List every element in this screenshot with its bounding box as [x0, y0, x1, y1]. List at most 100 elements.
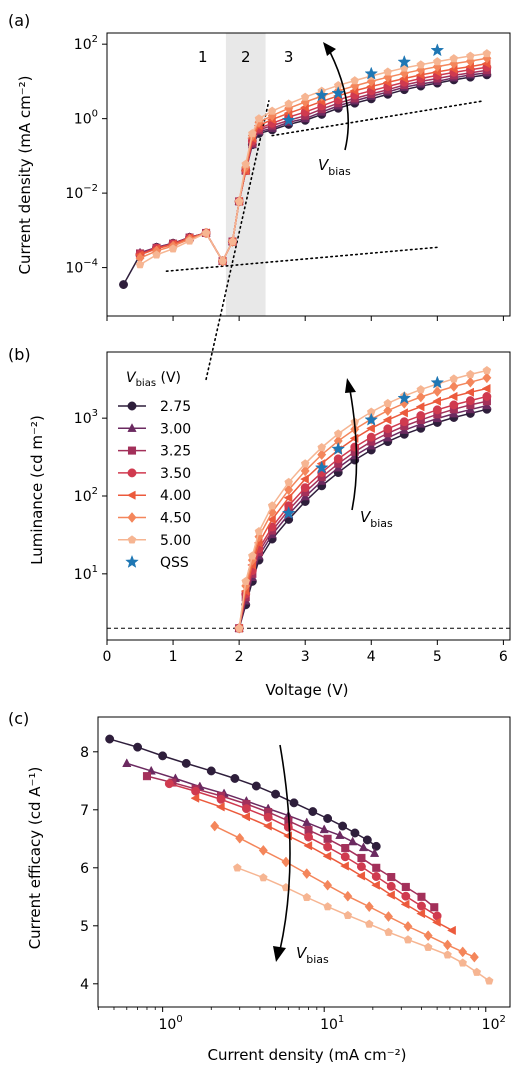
panel-c-point-4.00-6	[322, 851, 332, 861]
panel-b-point-3.50-11	[383, 424, 393, 434]
panel-a-point-5.00-23	[466, 51, 475, 60]
panel-c-point-3.50-0	[164, 779, 174, 789]
panel-c-point-4.00-9	[371, 880, 380, 890]
panel-b-legend-label-2.75: 2.75	[160, 399, 191, 415]
panel-c-point-2.75-4	[206, 766, 216, 776]
panel-c-point-2.75-7	[271, 789, 281, 799]
panel-c-series-5.00	[233, 863, 494, 985]
panel-c-point-4.50-0	[210, 820, 220, 832]
panel-b-vbias-arrow	[349, 389, 358, 511]
panel-c-point-5.00-0	[233, 863, 242, 872]
panel-c-point-4.00-2	[241, 812, 251, 822]
panel-b-line-5.00	[238, 369, 488, 629]
panel-b-point-3.50-6	[300, 483, 310, 493]
panel-a-point-5.00-2	[168, 244, 178, 253]
panel-b-point-5.00-8	[333, 429, 343, 438]
panel-a-point-5.00-10	[254, 114, 264, 123]
panel-c-point-3.00-0	[122, 758, 132, 768]
panel-b-point-4.00-13	[415, 402, 425, 412]
panel-b-legend-item-4.50: 4.50	[118, 511, 191, 527]
panel-c-point-2.75-1	[133, 742, 143, 752]
panel-c-point-5.00-1	[259, 873, 268, 882]
panel-b-series-4.50	[234, 372, 492, 634]
panel-a-point-QSS-5	[430, 43, 445, 57]
panel-c-vbias-text: Vbias	[296, 944, 329, 966]
panel-b-point-4.50-7	[317, 449, 327, 461]
panel-a-point-QSS-4	[397, 54, 412, 68]
panel-c-point-4.50-7	[364, 901, 374, 913]
panel-b-legend-marker-4.00	[126, 490, 136, 500]
panel-c-line-3.25	[146, 775, 435, 908]
panel-c-point-3.50-8	[340, 852, 350, 862]
panel-a-point-5.00-8	[241, 159, 251, 168]
panel-b-point-4.00-11	[382, 415, 392, 425]
panel-c-line-5.00	[237, 867, 490, 982]
panel-c-point-3.50-10	[371, 872, 381, 881]
panel-c-point-3.50-12	[401, 891, 411, 901]
panel-b-legend-label-4.50: 4.50	[160, 511, 191, 527]
panel-c-point-3.25-13	[401, 882, 410, 891]
panel-a-region-label-3: 3	[284, 48, 294, 66]
panel-a-ytick-label-0: 100	[74, 109, 98, 128]
panel-c-ylabel: Current efficacy (cd A⁻¹)	[26, 767, 44, 950]
panel-a-point-5.00-9	[248, 128, 257, 138]
panel-c-xlabel: Current density (mA cm⁻²)	[207, 1046, 406, 1064]
panel-c-point-3.25-14	[417, 892, 426, 901]
panel-c-point-2.75-8	[289, 798, 299, 808]
panel-c-point-5.00-7	[384, 927, 393, 936]
panel-b-point-3.50-16	[465, 396, 475, 406]
panel-b-xtick-3-label: 3	[301, 649, 310, 665]
panel-a-point-5.00-5	[218, 256, 227, 265]
panel-a-fit-line-0	[165, 246, 439, 273]
panel-c-point-5.00-8	[403, 935, 413, 944]
panel-b-point-4.50-6	[300, 465, 310, 477]
panel-b: (b) Luminance (cd m⁻²) Voltage (V) 0 1 2 3 4…	[8, 345, 511, 699]
panel-b-xtick-1-label: 1	[169, 649, 178, 665]
panel-c-point-4.00-7	[340, 861, 349, 871]
panel-b-legend-item-2.75: 2.75	[118, 399, 191, 415]
panel-a-point-5.00-21	[433, 57, 442, 66]
panel-b-vbias-arrowhead	[345, 378, 356, 393]
panel-c-point-3.00-9	[319, 824, 329, 834]
panel-c-xtick-label-1: 101	[320, 1014, 344, 1033]
panel-a-point-5.00-22	[449, 54, 459, 63]
panel-b-legend-item-4.00: 4.00	[118, 488, 191, 504]
panel-c-line-2.75	[109, 738, 377, 847]
panel-c-point-4.50-9	[403, 920, 413, 932]
panel-a-vbias-arrowhead	[323, 42, 336, 56]
panel-b-point-5.00-2	[248, 551, 257, 560]
panel-c-ytick-8-label: 8	[80, 745, 89, 761]
panel-c-point-3.25-0	[142, 772, 151, 781]
panel-c-point-3.00-10	[335, 830, 345, 839]
panel-a-point-QSS-1	[314, 88, 329, 102]
panel-a-ylabel: Current density (mA cm⁻²)	[16, 75, 34, 274]
panel-c-point-5.00-13	[484, 976, 494, 985]
panel-b-xtick-0-label: 0	[103, 649, 112, 665]
panel-b-xtick-4-label: 4	[367, 649, 376, 665]
panel-a-point-QSS-3	[364, 66, 379, 80]
panel-a-point-5.00-18	[383, 67, 393, 76]
panel-b-point-4.00-15	[448, 391, 458, 402]
panel-c-point-4.50-1	[235, 832, 245, 844]
panel-a-line-4.50	[139, 57, 488, 263]
panel-b-point-5.00-0	[234, 623, 244, 632]
panel-a-fit-line-2	[271, 100, 485, 137]
panel-c-point-2.75-0	[105, 734, 115, 744]
panel-b-ylabel: Luminance (cd m⁻²)	[28, 415, 46, 565]
panel-c-point-2.75-11	[338, 821, 348, 831]
panel-c-point-3.50-5	[283, 822, 293, 832]
panel-c-point-3.50-13	[417, 901, 426, 911]
panel-b-xtick-2-label: 2	[235, 649, 244, 665]
panel-c-xtick-label-2: 102	[482, 1014, 506, 1033]
panel-b-point-4.50-17	[482, 372, 492, 384]
panel-b-point-3.50-9	[350, 442, 360, 452]
panel-b-point-QSS-1	[314, 460, 329, 474]
panel-c-point-2.75-5	[230, 774, 240, 783]
panel-c-point-3.50-7	[323, 842, 333, 852]
panel-a-point-2.75-0	[119, 280, 128, 290]
panel-b-point-4.00-5	[283, 493, 293, 503]
panel-a-point-5.00-12	[284, 99, 293, 108]
panel-b-point-5.00-5	[284, 477, 293, 486]
panel-b-point-4.00-12	[399, 408, 408, 418]
panel-c-ytick-4-label: 4	[80, 977, 89, 993]
